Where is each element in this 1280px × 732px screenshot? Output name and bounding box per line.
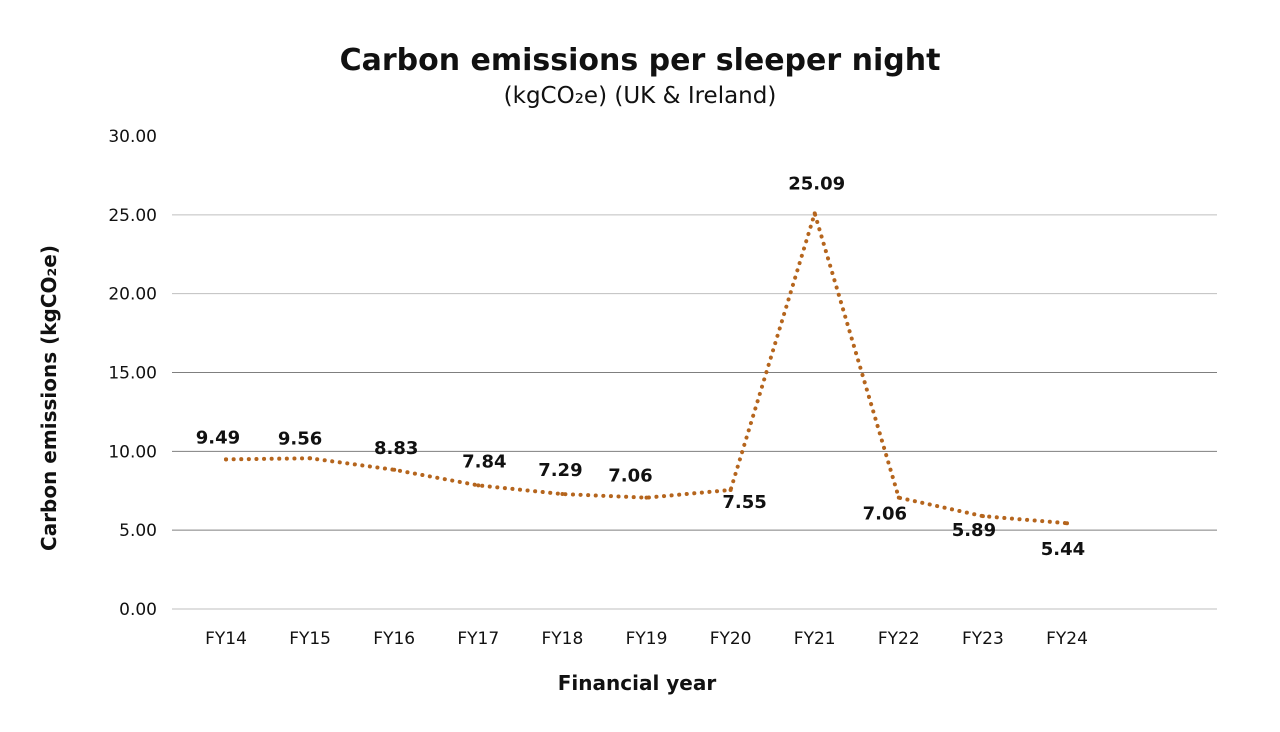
chart-title: Carbon emissions per sleeper night bbox=[340, 43, 941, 78]
data-label: 8.83 bbox=[374, 438, 418, 459]
y-tick-label: 15.00 bbox=[108, 364, 157, 384]
chart-subtitle: (kgCO₂e) (UK & Ireland) bbox=[504, 83, 777, 109]
data-point bbox=[392, 467, 397, 472]
y-tick-label: 20.00 bbox=[108, 285, 157, 305]
data-point bbox=[980, 514, 985, 519]
x-axis-label: Financial year bbox=[558, 671, 717, 695]
y-tick-label: 0.00 bbox=[119, 600, 157, 620]
x-tick-label: FY22 bbox=[878, 629, 920, 649]
y-tick-label: 5.00 bbox=[119, 521, 157, 541]
x-tick-label: FY16 bbox=[373, 629, 415, 649]
y-tick-label: 25.00 bbox=[108, 206, 157, 226]
data-label: 7.06 bbox=[863, 504, 907, 525]
data-label: 7.84 bbox=[462, 451, 506, 472]
x-tick-label: FY14 bbox=[205, 629, 247, 649]
data-labels: 9.49 9.56 8.83 7.84 7.29 7.06 7.55 25.09 7.06 5.8… bbox=[196, 173, 1085, 560]
data-point bbox=[476, 483, 481, 488]
y-axis-ticks: 0.00 5.00 10.00 15.00 20.00 25.00 30.00 bbox=[108, 127, 157, 620]
data-point bbox=[1065, 521, 1069, 526]
x-tick-label: FY17 bbox=[457, 629, 499, 649]
data-point bbox=[308, 456, 313, 461]
x-axis-ticks: FY14 FY15 FY16 FY17 FY18 FY19 FY20 FY21 FY22 FY23… bbox=[205, 629, 1088, 649]
data-point bbox=[728, 487, 733, 492]
data-label: 25.09 bbox=[788, 173, 845, 194]
data-label: 9.49 bbox=[196, 427, 240, 448]
data-point bbox=[896, 495, 901, 500]
data-point bbox=[560, 492, 565, 497]
data-point bbox=[224, 457, 228, 462]
data-label: 7.06 bbox=[608, 466, 652, 487]
gridlines bbox=[172, 214, 1217, 610]
data-label: 7.55 bbox=[722, 492, 766, 513]
series-layer bbox=[224, 206, 1069, 526]
x-tick-label: FY24 bbox=[1046, 629, 1088, 649]
data-label: 5.89 bbox=[952, 520, 996, 541]
data-label: 9.56 bbox=[278, 428, 322, 449]
x-tick-label: FY19 bbox=[626, 629, 668, 649]
y-tick-label: 10.00 bbox=[108, 442, 157, 462]
data-point bbox=[812, 211, 817, 216]
data-label: 7.29 bbox=[538, 460, 582, 481]
x-tick-label: FY20 bbox=[710, 629, 752, 649]
y-axis-label: Carbon emissions (kgCO₂e) bbox=[37, 245, 61, 551]
data-point bbox=[644, 495, 649, 500]
x-tick-label: FY18 bbox=[542, 629, 584, 649]
x-tick-label: FY15 bbox=[289, 629, 331, 649]
y-tick-label: 30.00 bbox=[108, 127, 157, 147]
data-label: 5.44 bbox=[1041, 539, 1085, 560]
x-tick-label: FY23 bbox=[962, 629, 1004, 649]
x-tick-label: FY21 bbox=[794, 629, 836, 649]
